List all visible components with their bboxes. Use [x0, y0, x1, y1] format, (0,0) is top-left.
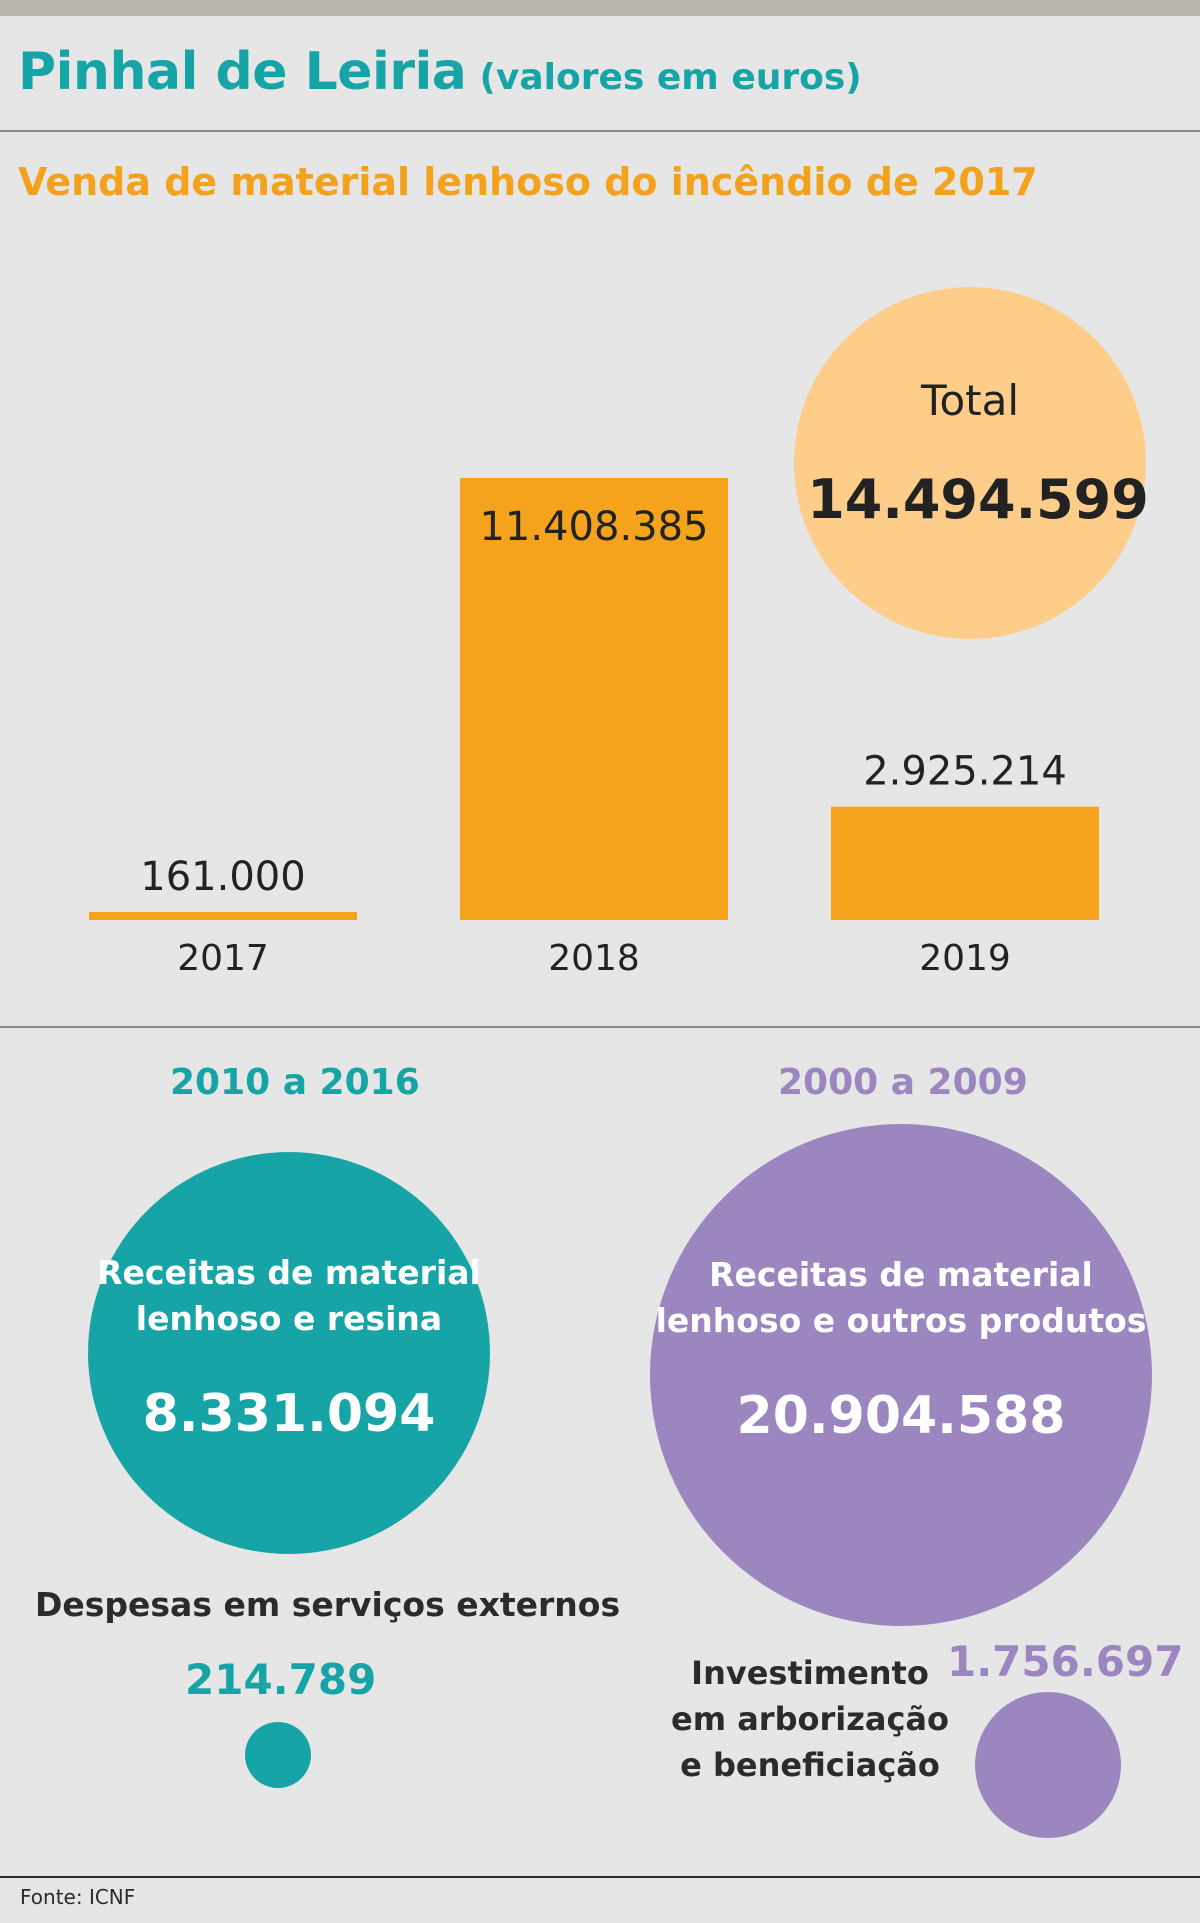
bar-chart: 161.000 2017 11.408.385 2018 2.925.214 2019 T…: [89, 287, 1149, 979]
period-heading-2000-2009: 2000 a 2009: [778, 1062, 1028, 1103]
expenses-label: Despesas em serviços externos: [35, 1585, 621, 1624]
revenue-label-line2: lenhoso e outros produtos: [655, 1301, 1147, 1340]
source-note: Fonte: ICNF: [20, 1885, 136, 1909]
investment-value: 1.756.697: [947, 1637, 1184, 1686]
investment-label: Investimento em arborização e beneficiaç…: [665, 1650, 955, 1788]
revenue-circle-2000-2009: Receitas de material lenhoso e outros pr…: [650, 1124, 1152, 1626]
period-heading-2010-2016: 2010 a 2016: [170, 1062, 420, 1103]
investment-label-line3: e beneficiação: [680, 1746, 940, 1784]
revenue-label-line1: Receitas de material: [709, 1255, 1093, 1294]
value-label-2017: 161.000: [140, 854, 305, 900]
value-label-2018: 11.408.385: [479, 504, 708, 550]
revenue-circle-2010-2016: Receitas de material lenhoso e resina 8.…: [88, 1152, 490, 1554]
total-circle: [794, 287, 1146, 639]
expenses-circle: [245, 1722, 311, 1788]
bar-2017: [89, 912, 357, 920]
revenue-label-line2: lenhoso e resina: [135, 1299, 443, 1338]
total-value: 14.494.599: [807, 468, 1149, 531]
investment-label-line1: Investimento: [691, 1654, 929, 1692]
investment-label-line2: em arborização: [671, 1700, 949, 1738]
bar-2018: [460, 478, 728, 920]
chart-title: Venda de material lenhoso do incêndio de…: [18, 160, 1038, 204]
x-tick-2019: 2019: [919, 938, 1011, 979]
revenue-value-2000-2009: 20.904.588: [736, 1386, 1066, 1446]
revenue-value-2010-2016: 8.331.094: [142, 1384, 436, 1444]
total-label: Total: [920, 376, 1019, 425]
expenses-value: 214.789: [185, 1655, 377, 1704]
top-decorative-bar: [0, 0, 1200, 16]
page-title: Pinhal de Leiria (valores em euros): [18, 42, 862, 102]
x-tick-2017: 2017: [177, 938, 269, 979]
investment-circle: [975, 1692, 1121, 1838]
section-divider: [0, 1026, 1200, 1028]
header-divider: [0, 130, 1200, 132]
revenue-label-line1: Receitas de material: [97, 1253, 481, 1292]
footer-divider: [0, 1876, 1200, 1878]
title-unit-note: (valores em euros): [479, 57, 862, 98]
title-main: Pinhal de Leiria: [18, 42, 467, 102]
bars-layer: 161.000 2017 11.408.385 2018 2.925.214 2019: [89, 478, 1099, 979]
bar-2019: [831, 806, 1099, 920]
total-bubble: Total 14.494.599: [794, 287, 1149, 639]
x-tick-2018: 2018: [548, 938, 640, 979]
value-label-2019: 2.925.214: [863, 749, 1067, 795]
